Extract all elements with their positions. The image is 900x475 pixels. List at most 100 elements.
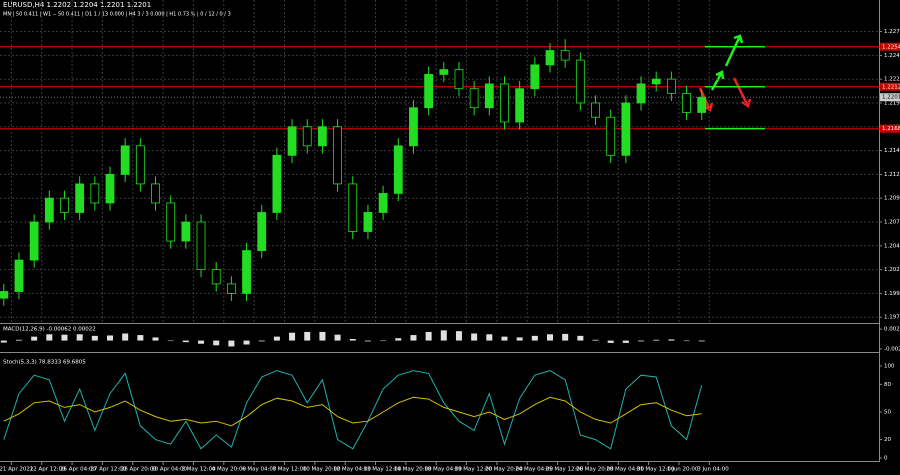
candle-body (120, 145, 130, 175)
candle-body (166, 202, 176, 242)
macd-bar (592, 339, 599, 341)
y-tick-label: 1.2220 (884, 77, 900, 83)
macd-bar (76, 334, 83, 341)
macd-bar (137, 335, 144, 341)
stoch-line (3, 370, 703, 450)
candle-body (302, 126, 312, 147)
candle-body (591, 102, 600, 118)
candle-body (348, 183, 358, 232)
macd-bar (380, 340, 387, 342)
x-tick-label: 1 Jun 20:00 (667, 467, 699, 473)
macd-bar (547, 334, 553, 341)
candle-body (636, 83, 646, 104)
candle-body (621, 102, 631, 156)
level-label-box (880, 82, 900, 91)
macd-bar (243, 340, 250, 345)
candle-body (545, 50, 555, 66)
candle-body (272, 154, 282, 213)
x-tick-label: 14 May 20:00 (394, 467, 432, 473)
y-tick-label: 1.2195 (884, 100, 900, 106)
candle-body (469, 88, 479, 109)
candle-body (135, 145, 145, 185)
macd-bar (152, 337, 159, 341)
candle-body (424, 73, 434, 109)
candle-body (393, 145, 403, 194)
macd-bar (410, 335, 417, 341)
macd-bar (198, 340, 205, 344)
level-label: 1.2254 (882, 44, 900, 50)
macd-title: MACD(12,26,9) -0.00062 0.00022 (3, 327, 96, 333)
candle-body (515, 88, 525, 123)
candle-body (439, 69, 449, 75)
macd-bar (486, 334, 493, 341)
macd-bar (638, 340, 645, 342)
stoch-line (3, 396, 702, 427)
candle-body (90, 183, 100, 204)
level-label-box (880, 124, 900, 133)
x-tick-label: 18 May 04:00 (424, 467, 462, 473)
level-label: 1.2212 (882, 84, 900, 90)
candle-body (333, 126, 342, 185)
candle-body (226, 283, 236, 294)
stoch-title: Stoch(5,3,3) 78.8333 69.6805 (3, 360, 86, 366)
x-tick-label: 6 May 04:00 (242, 467, 277, 473)
macd-bar (213, 340, 220, 346)
x-tick-label: 19 May 12:00 (455, 467, 493, 473)
y-tick-label: 50 (884, 410, 891, 416)
candle-body (14, 259, 24, 292)
macd-bar (167, 340, 174, 342)
x-tick-label: 27 Apr 12:00 (90, 467, 126, 473)
macd-bar (91, 335, 98, 341)
candle-body (0, 291, 9, 299)
macd-bar (15, 339, 22, 341)
macd-bar (273, 336, 280, 341)
y-tick-label: 1.2245 (884, 53, 900, 59)
candle-body (105, 173, 115, 204)
macd-bar (562, 333, 569, 341)
x-tick-label: 31 May 12:00 (637, 467, 675, 473)
candle-body (666, 78, 676, 94)
macd-bar (182, 340, 189, 343)
up-arrow (724, 34, 744, 67)
y-tick-label: 1.2070 (884, 220, 900, 226)
y-tick-label: 0 (884, 456, 888, 462)
y-tick-label: 80 (884, 382, 891, 388)
candle-body (181, 221, 191, 242)
macd-bar (425, 331, 432, 341)
candle-body (287, 126, 297, 156)
x-tick-label: 21 Apr 2021 (0, 467, 33, 473)
candle-body (211, 269, 221, 285)
macd-bar (258, 340, 265, 342)
x-tick-label: 28 Apr 20:00 (121, 467, 157, 473)
macd-bar (364, 340, 371, 342)
candle-body (75, 183, 85, 213)
x-tick-label: 13 May 12:00 (364, 467, 402, 473)
macd-bar (349, 339, 356, 341)
macd-bar (395, 338, 402, 341)
candle-body (575, 59, 585, 104)
macd-bar (607, 340, 614, 343)
x-tick-label: 26 May 20:00 (576, 467, 614, 473)
macd-bar (0, 340, 7, 343)
candle-body (454, 69, 464, 90)
candle-body (257, 212, 267, 251)
last-price-label: 1.2201 (882, 95, 900, 101)
macd-bar (698, 340, 705, 342)
y-tick-label: 1.2020 (884, 267, 900, 273)
macd-bar (455, 331, 462, 341)
candle-body (606, 116, 616, 156)
macd-bar (440, 330, 447, 341)
macd-bar (122, 333, 129, 341)
x-tick-label: 30 Apr 04:00 (151, 467, 187, 473)
candle-body (318, 126, 327, 147)
x-tick-label: 4 May 20:00 (212, 467, 247, 473)
candle-body (44, 197, 54, 223)
y-tick-label: 0.0029 (884, 327, 900, 333)
macd-bar (319, 331, 326, 341)
macd-bar (61, 334, 68, 341)
macd-bar (289, 332, 296, 341)
y-tick-label: 1.2270 (884, 29, 900, 35)
macd-bar (622, 340, 629, 343)
candle-body (697, 96, 707, 113)
